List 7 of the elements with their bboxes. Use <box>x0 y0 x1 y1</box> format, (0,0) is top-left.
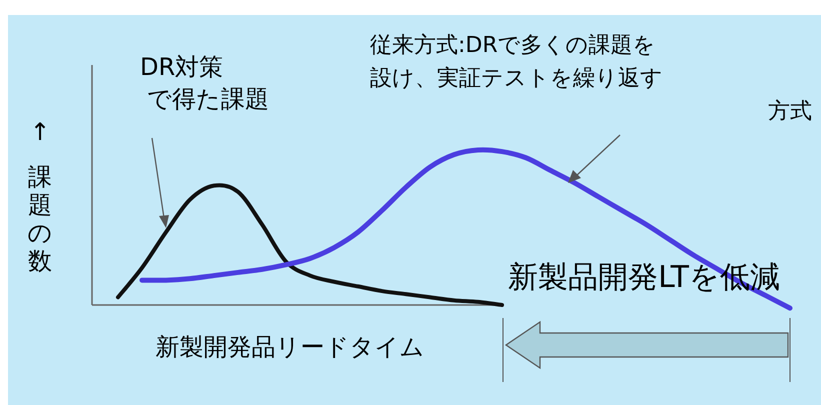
text: 方式 <box>768 99 812 124</box>
y-axis-title: ↑課題の数 <box>28 118 52 275</box>
text: DR対策 <box>140 53 224 81</box>
text: 従来方式:DRで多くの課題を <box>370 33 656 58</box>
x-axis-title: 新製開発品リードタイム <box>156 333 424 361</box>
text: 設け、実証テストを繰り返す <box>370 66 663 91</box>
text: で得た課題 <box>147 85 269 113</box>
